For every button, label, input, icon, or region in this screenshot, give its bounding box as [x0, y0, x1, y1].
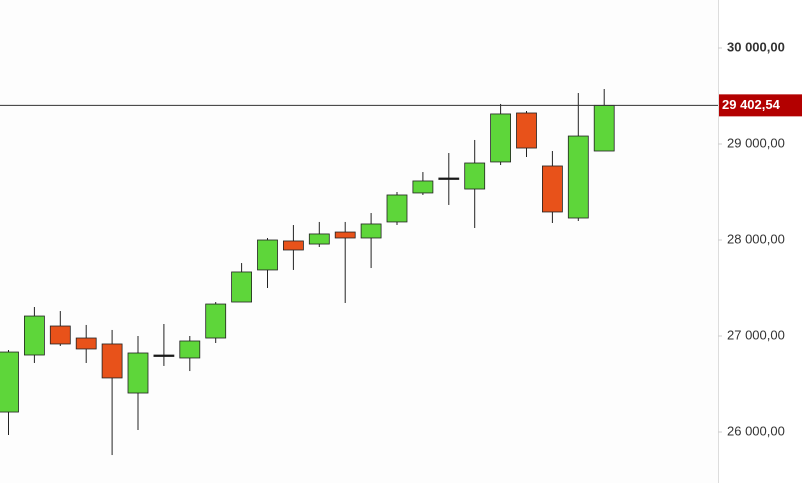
candle-body	[101, 343, 123, 379]
candle-body	[334, 231, 356, 239]
candle-body	[153, 354, 175, 357]
candle-body	[464, 162, 486, 190]
candle-body	[542, 165, 563, 213]
candle-body	[257, 239, 278, 271]
plot-area	[0, 0, 718, 483]
candle-body	[516, 112, 537, 149]
candle-body	[438, 177, 460, 180]
candle-body	[567, 135, 589, 219]
candle-body	[49, 325, 71, 345]
candle-body	[282, 240, 304, 251]
candle-body	[75, 337, 97, 350]
y-tick-label: 28 000,00	[727, 231, 785, 246]
y-tick-label: 26 000,00	[727, 423, 785, 438]
last-price-box	[719, 94, 802, 117]
candle-body	[179, 340, 201, 359]
candle-body	[386, 194, 408, 223]
y-tick-label: 27 000,00	[727, 327, 785, 342]
last-price-label: 29 402,54	[722, 97, 781, 112]
candle-body	[593, 104, 615, 152]
candle-body	[0, 351, 19, 413]
candle-body	[360, 223, 382, 239]
y-tick-label: 29 000,00	[727, 135, 785, 150]
candle-body	[127, 352, 149, 394]
candle-body	[23, 315, 45, 356]
candle-body	[308, 233, 330, 245]
candle-body	[490, 113, 512, 163]
candle-body	[412, 180, 434, 194]
y-tick-label: 30 000,00	[727, 39, 785, 54]
candle-body	[205, 303, 227, 339]
candle-body	[231, 271, 253, 303]
